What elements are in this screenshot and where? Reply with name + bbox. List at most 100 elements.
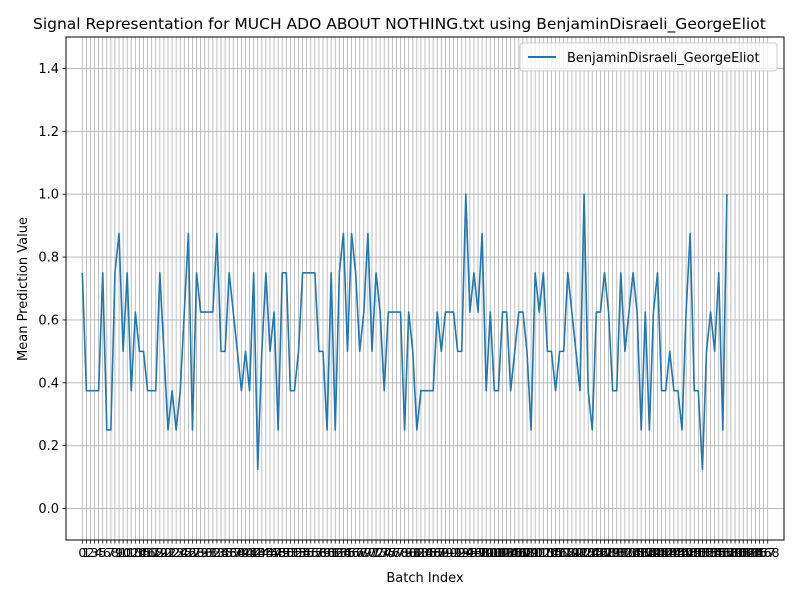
x-tick-label: 134 [617, 545, 641, 560]
x-tick-label: 80 [401, 545, 417, 560]
x-tick-label: 135 [621, 545, 645, 560]
x-tick-label: 147 [670, 545, 694, 560]
legend-box [519, 42, 778, 72]
x-tick-label: 51 [282, 545, 298, 560]
y-axis: 0.0 0.2 0.4 0.6 0.8 1.0 1.2 1.4 [38, 62, 66, 517]
x-tick-label: 114 [535, 545, 559, 560]
x-tick-label: 81 [405, 545, 421, 560]
x-tick-label: 56 [303, 545, 319, 560]
y-tick-label: 0.6 [38, 313, 59, 328]
x-tick-label: 30 [197, 545, 213, 560]
x-tick-label: 160 [723, 545, 747, 560]
x-tick-label: 148 [674, 545, 698, 560]
x-tick-label: 117 [548, 545, 572, 560]
x-tick-label: 57 [307, 545, 323, 560]
x-tick-label: 127 [588, 545, 612, 560]
x-tick-label: 75 [380, 545, 396, 560]
x-tick-label: 133 [613, 545, 637, 560]
x-tick-label: 67 [348, 545, 364, 560]
x-tick-label: 92 [450, 545, 466, 560]
x-tick-label: 46 [262, 545, 278, 560]
legend: BenjaminDisraeli_GeorgeEliot [519, 42, 778, 72]
x-tick-label: 2 [87, 545, 95, 560]
x-tick-label: 142 [650, 545, 674, 560]
x-tick-label: 151 [686, 545, 710, 560]
x-tick-label: 129 [597, 545, 621, 560]
x-tick-label: 100 [478, 545, 502, 560]
x-tick-label: 120 [560, 545, 584, 560]
x-tick-label: 15 [136, 545, 152, 560]
series-line-BenjaminDisraeli_GeorgeEliot [81, 193, 728, 471]
x-tick-label: 126 [584, 545, 608, 560]
x-tick-label: 104 [495, 545, 519, 560]
x-tick-label: 8 [111, 545, 119, 560]
y-axis-label: Mean Prediction Value [16, 217, 31, 361]
x-tick-label: 168 [756, 545, 780, 560]
x-tick-label: 24 [172, 545, 188, 560]
y-tick-label: 1.0 [38, 188, 59, 203]
x-tick-label: 37 [225, 545, 241, 560]
x-tick-label: 112 [527, 545, 551, 560]
x-tick-label: 154 [699, 545, 723, 560]
y-tick-label: 0.8 [38, 251, 59, 266]
x-tick-label: 45 [258, 545, 274, 560]
x-tick-label: 89 [437, 545, 453, 560]
x-tick-label: 28 [189, 545, 205, 560]
x-tick-label: 159 [719, 545, 743, 560]
x-tick-label: 96 [466, 545, 482, 560]
x-tick-label: 21 [160, 545, 176, 560]
x-tick-label: 122 [568, 545, 592, 560]
x-tick-label: 110 [519, 545, 543, 560]
x-tick-label: 83 [413, 545, 429, 560]
x-tick-label: 94 [458, 545, 474, 560]
x-axis: 0123456789101112131415161718192021222324… [78, 540, 780, 560]
x-tick-label: 41 [242, 545, 258, 560]
x-tick-label: 149 [678, 545, 702, 560]
x-tick-label: 77 [388, 545, 404, 560]
x-tick-label: 102 [487, 545, 511, 560]
x-tick-label: 166 [748, 545, 772, 560]
x-tick-label: 66 [344, 545, 360, 560]
x-tick-label: 113 [531, 545, 555, 560]
x-tick-label: 6 [103, 545, 111, 560]
x-tick-label: 76 [384, 545, 400, 560]
x-tick-label: 145 [662, 545, 686, 560]
x-tick-label: 3 [91, 545, 99, 560]
x-axis-label: Batch Index [386, 571, 464, 586]
x-tick-label: 108 [511, 545, 535, 560]
x-tick-label: 72 [368, 545, 384, 560]
x-tick-label: 155 [703, 545, 727, 560]
y-tick-label: 0.2 [38, 439, 59, 454]
x-tick-label: 136 [625, 545, 649, 560]
x-tick-label: 18 [148, 545, 164, 560]
x-tick-label: 101 [482, 545, 506, 560]
x-tick-label: 12 [123, 545, 139, 560]
x-tick-label: 61 [323, 545, 339, 560]
x-tick-label: 93 [454, 545, 470, 560]
x-tick-label: 35 [217, 545, 233, 560]
x-tick-label: 161 [727, 545, 751, 560]
x-tick-label: 156 [707, 545, 731, 560]
x-tick-label: 163 [735, 545, 759, 560]
x-tick-label: 60 [319, 545, 335, 560]
x-tick-label: 85 [421, 545, 437, 560]
legend-label: BenjaminDisraeli_GeorgeEliot [567, 51, 760, 66]
x-tick-label: 116 [544, 545, 568, 560]
x-tick-label: 53 [291, 545, 307, 560]
x-tick-label: 58 [311, 545, 327, 560]
x-tick-label: 130 [601, 545, 625, 560]
x-tick-label: 78 [393, 545, 409, 560]
x-tick-label: 17 [144, 545, 160, 560]
x-tick-label: 11 [119, 545, 135, 560]
x-tick-label: 27 [185, 545, 201, 560]
y-tick-label: 1.2 [38, 125, 59, 140]
x-tick-label: 7 [107, 545, 115, 560]
x-tick-label: 36 [221, 545, 237, 560]
x-tick-label: 88 [433, 545, 449, 560]
x-tick-label: 111 [523, 545, 547, 560]
x-tick-label: 144 [658, 545, 682, 560]
x-tick-label: 0 [78, 545, 86, 560]
x-tick-label: 25 [176, 545, 192, 560]
